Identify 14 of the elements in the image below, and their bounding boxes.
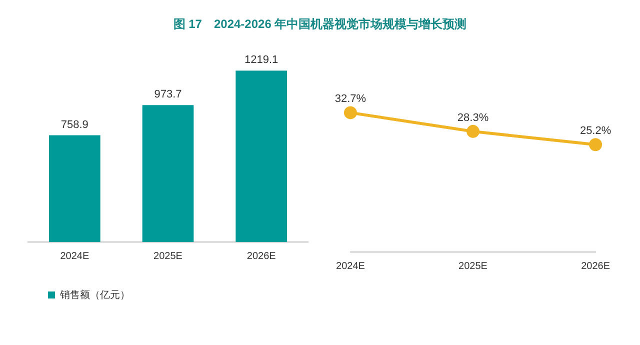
x-tick-label: 2025E [154, 250, 183, 262]
data-label: 25.2% [580, 125, 612, 138]
data-label: 758.9 [60, 118, 88, 131]
chart-title: 图 17 2024-2026 年中国机器视觉市场规模与增长预测 [172, 16, 468, 33]
legend-label: 销售额（亿元） [59, 288, 130, 301]
x-tick-label: 2026E [246, 250, 276, 262]
data-label: 28.3% [457, 112, 489, 124]
x-tick-label: 2024E [336, 260, 366, 272]
x-tick-label: 2024E [60, 250, 90, 262]
data-label: 973.7 [154, 88, 182, 101]
x-tick-label: 2026E [581, 260, 610, 272]
data-label: 1219.1 [244, 54, 278, 66]
data-label: 32.7% [334, 93, 366, 106]
x-tick-label: 2025E [458, 260, 488, 272]
